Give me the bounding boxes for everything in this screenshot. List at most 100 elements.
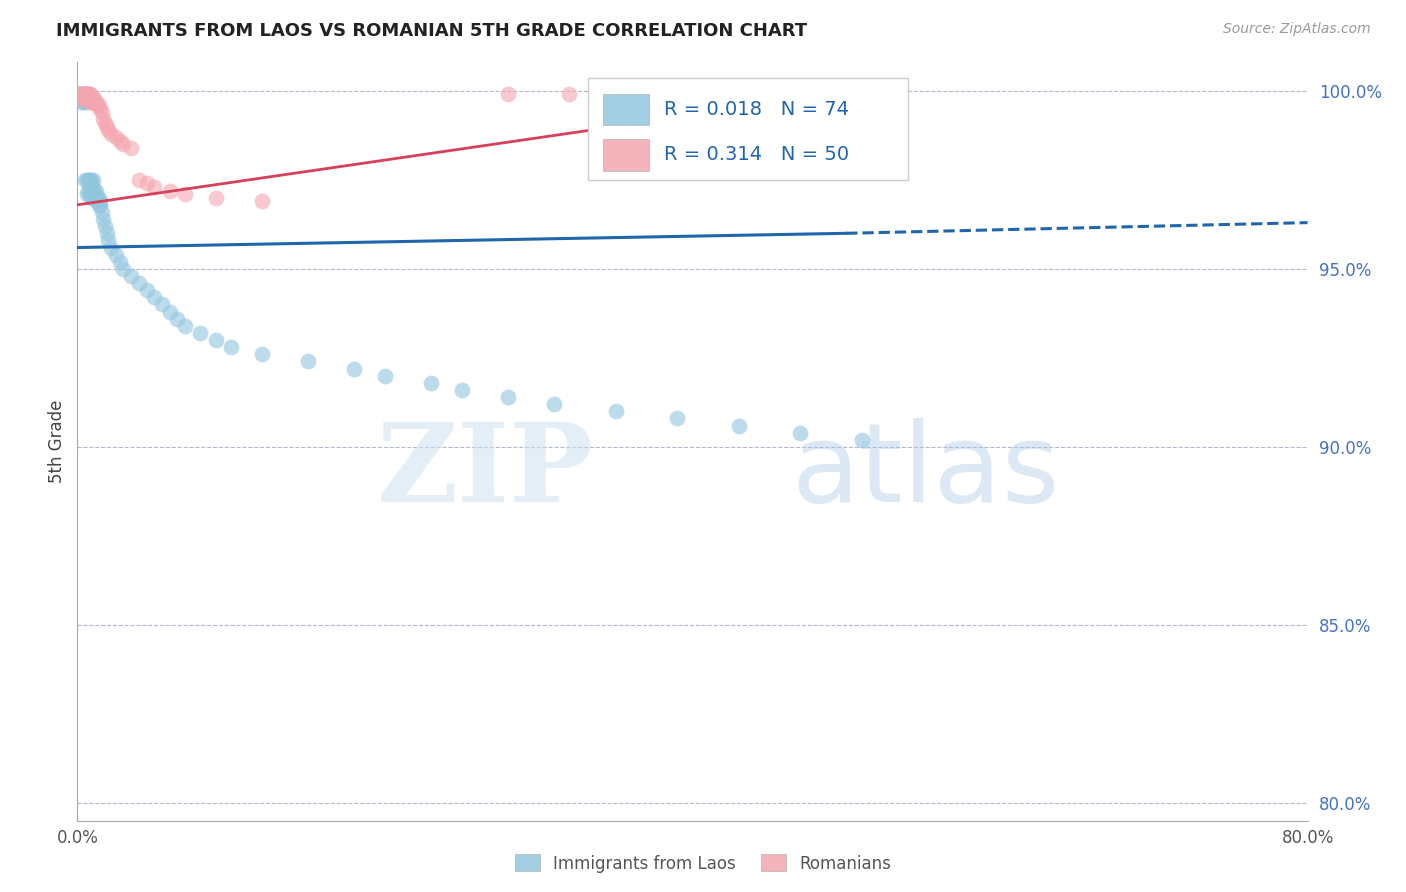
Point bbox=[96, 120, 118, 134]
Point bbox=[69, 87, 91, 102]
Point bbox=[558, 87, 581, 102]
Point bbox=[76, 91, 98, 105]
Point bbox=[73, 173, 96, 187]
Point bbox=[77, 87, 100, 102]
Point bbox=[82, 180, 104, 194]
Point bbox=[70, 95, 93, 109]
Point bbox=[69, 91, 91, 105]
Point bbox=[100, 127, 122, 141]
Bar bbox=[603, 139, 650, 171]
Legend: Immigrants from Laos, Romanians: Immigrants from Laos, Romanians bbox=[508, 847, 898, 880]
Point bbox=[80, 91, 103, 105]
Point bbox=[72, 91, 94, 105]
Point bbox=[82, 95, 104, 109]
Point bbox=[80, 184, 103, 198]
Point bbox=[83, 184, 105, 198]
Point bbox=[727, 418, 749, 433]
Point bbox=[77, 87, 100, 102]
Point bbox=[80, 173, 103, 187]
Point bbox=[79, 173, 101, 187]
Point bbox=[89, 198, 111, 212]
Point bbox=[79, 87, 101, 102]
FancyBboxPatch shape bbox=[588, 78, 908, 180]
Text: IMMIGRANTS FROM LAOS VS ROMANIAN 5TH GRADE CORRELATION CHART: IMMIGRANTS FROM LAOS VS ROMANIAN 5TH GRA… bbox=[56, 22, 807, 40]
Point bbox=[76, 91, 98, 105]
Point bbox=[120, 268, 142, 283]
Text: R = 0.018   N = 74: R = 0.018 N = 74 bbox=[664, 100, 849, 119]
Point bbox=[93, 212, 115, 227]
Point bbox=[79, 91, 101, 105]
Point bbox=[86, 194, 108, 209]
Point bbox=[76, 173, 98, 187]
Text: atlas: atlas bbox=[792, 418, 1059, 525]
Point bbox=[79, 95, 101, 109]
Point bbox=[72, 95, 94, 109]
Text: R = 0.314   N = 50: R = 0.314 N = 50 bbox=[664, 145, 849, 164]
Point bbox=[67, 87, 90, 102]
Point bbox=[96, 227, 118, 241]
Point bbox=[112, 137, 135, 152]
Point bbox=[89, 102, 111, 116]
Point bbox=[73, 87, 96, 102]
Point bbox=[70, 87, 93, 102]
Point bbox=[128, 173, 150, 187]
Point bbox=[72, 87, 94, 102]
Point bbox=[89, 194, 111, 209]
Point bbox=[93, 112, 115, 127]
Point bbox=[128, 276, 150, 290]
Point bbox=[90, 105, 114, 120]
Point bbox=[70, 87, 93, 102]
Point bbox=[80, 191, 103, 205]
Point bbox=[150, 297, 173, 311]
Point bbox=[86, 98, 108, 112]
Point bbox=[94, 219, 117, 234]
Point bbox=[159, 184, 181, 198]
Point bbox=[250, 347, 273, 361]
Point bbox=[77, 184, 100, 198]
Point bbox=[82, 91, 104, 105]
Point bbox=[605, 87, 627, 102]
Point bbox=[174, 187, 197, 202]
Point bbox=[72, 87, 94, 102]
Text: Source: ZipAtlas.com: Source: ZipAtlas.com bbox=[1223, 22, 1371, 37]
Point bbox=[67, 87, 90, 102]
Point bbox=[69, 87, 91, 102]
Point bbox=[135, 283, 157, 297]
Point bbox=[77, 91, 100, 105]
Point bbox=[143, 290, 166, 304]
Point bbox=[374, 368, 396, 383]
Point bbox=[112, 261, 135, 276]
Point bbox=[79, 187, 101, 202]
Point bbox=[90, 205, 114, 219]
Point bbox=[204, 191, 226, 205]
Point bbox=[80, 95, 103, 109]
Point bbox=[73, 91, 96, 105]
Point bbox=[94, 116, 117, 130]
Point bbox=[82, 173, 104, 187]
Point bbox=[70, 91, 93, 105]
Point bbox=[79, 180, 101, 194]
Point bbox=[450, 383, 472, 397]
Point bbox=[73, 91, 96, 105]
Point bbox=[69, 91, 91, 105]
Point bbox=[87, 98, 110, 112]
Point bbox=[343, 361, 366, 376]
Point bbox=[84, 95, 107, 109]
Point bbox=[204, 333, 226, 347]
Point bbox=[666, 411, 689, 425]
Point bbox=[120, 141, 142, 155]
Point bbox=[496, 87, 519, 102]
Point bbox=[97, 123, 120, 137]
Text: ZIP: ZIP bbox=[377, 418, 595, 525]
Point bbox=[73, 87, 96, 102]
Point bbox=[110, 134, 132, 148]
Point bbox=[84, 184, 107, 198]
Point bbox=[79, 87, 101, 102]
Point bbox=[143, 180, 166, 194]
Point bbox=[543, 397, 565, 411]
Point bbox=[76, 187, 98, 202]
Point bbox=[73, 87, 96, 102]
Point bbox=[104, 247, 127, 261]
Point bbox=[82, 187, 104, 202]
Point bbox=[496, 390, 519, 404]
